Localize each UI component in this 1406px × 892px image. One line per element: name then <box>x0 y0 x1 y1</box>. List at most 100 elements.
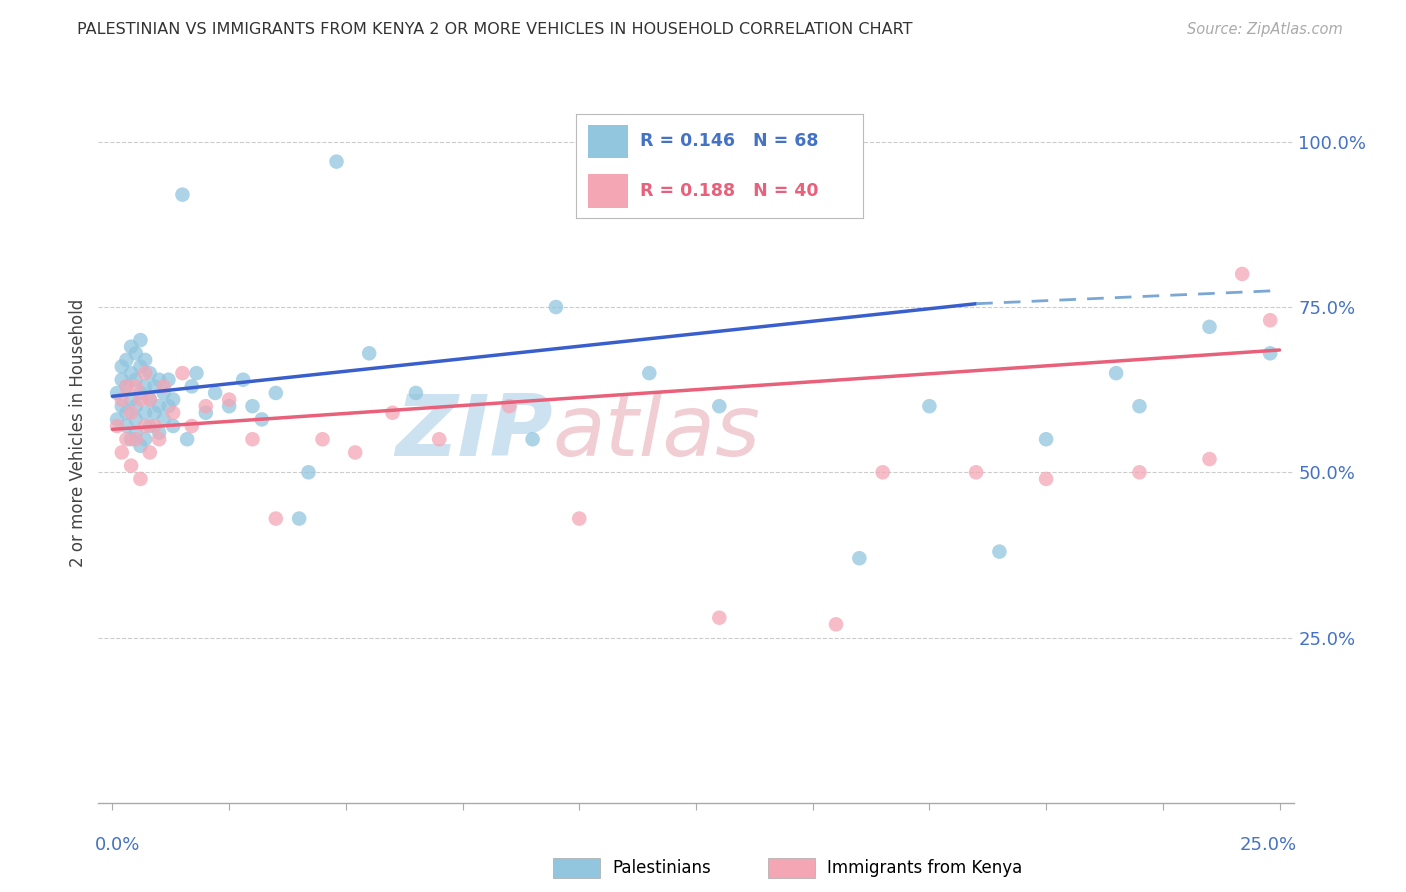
Text: atlas: atlas <box>553 391 761 475</box>
Point <box>143 379 166 393</box>
FancyBboxPatch shape <box>768 857 815 879</box>
Point <box>134 366 156 380</box>
Point <box>1230 267 1253 281</box>
Point <box>157 373 180 387</box>
Text: Source: ZipAtlas.com: Source: ZipAtlas.com <box>1187 22 1343 37</box>
Point <box>232 373 254 387</box>
Point <box>125 373 148 387</box>
Point <box>143 406 166 420</box>
FancyBboxPatch shape <box>553 857 600 879</box>
Point <box>152 412 174 426</box>
Point <box>125 379 148 393</box>
Point <box>204 386 226 401</box>
Point <box>129 359 152 374</box>
Point <box>120 458 142 473</box>
Point <box>848 551 870 566</box>
Text: Palestinians: Palestinians <box>613 859 711 877</box>
Point <box>162 392 184 407</box>
Point <box>152 386 174 401</box>
Point <box>115 419 138 434</box>
Point <box>709 399 731 413</box>
Point <box>120 392 142 407</box>
Point <box>1035 472 1057 486</box>
Point <box>311 432 333 446</box>
Text: 25.0%: 25.0% <box>1240 836 1298 855</box>
Point <box>965 465 987 479</box>
Point <box>115 432 138 446</box>
Point <box>325 154 347 169</box>
Point <box>115 352 138 367</box>
Point <box>172 366 194 380</box>
Point <box>194 399 217 413</box>
Point <box>1035 432 1057 446</box>
Point <box>568 511 591 525</box>
Point <box>297 465 319 479</box>
Point <box>111 373 134 387</box>
Point <box>143 419 166 434</box>
Point <box>162 419 184 434</box>
Point <box>111 445 134 459</box>
Point <box>148 399 170 413</box>
Y-axis label: 2 or more Vehicles in Household: 2 or more Vehicles in Household <box>69 299 87 566</box>
Point <box>218 399 240 413</box>
Point <box>427 432 450 446</box>
Point <box>105 412 128 426</box>
Point <box>125 425 148 440</box>
Point <box>405 386 427 401</box>
Text: 0.0%: 0.0% <box>94 836 141 855</box>
Point <box>139 445 162 459</box>
Point <box>139 419 162 434</box>
Point <box>264 511 287 525</box>
Point <box>129 439 152 453</box>
Text: ZIP: ZIP <box>395 391 553 475</box>
Point <box>134 352 156 367</box>
Text: PALESTINIAN VS IMMIGRANTS FROM KENYA 2 OR MORE VEHICLES IN HOUSEHOLD CORRELATION: PALESTINIAN VS IMMIGRANTS FROM KENYA 2 O… <box>77 22 912 37</box>
Point <box>120 432 142 446</box>
Point <box>709 610 731 624</box>
Point <box>1128 465 1150 479</box>
Point <box>125 346 148 360</box>
Point <box>176 432 198 446</box>
Point <box>264 386 287 401</box>
Point <box>544 300 567 314</box>
Point <box>194 406 217 420</box>
Point <box>1105 366 1128 380</box>
Point <box>105 386 128 401</box>
Point <box>288 511 311 525</box>
Point <box>250 412 273 426</box>
Point <box>152 379 174 393</box>
Point <box>139 392 162 407</box>
Point <box>134 406 156 420</box>
Point <box>125 432 148 446</box>
Point <box>242 432 264 446</box>
Point <box>872 465 894 479</box>
Point <box>148 432 170 446</box>
Point <box>139 392 162 407</box>
Point <box>120 406 142 420</box>
Point <box>115 379 138 393</box>
Text: Immigrants from Kenya: Immigrants from Kenya <box>827 859 1022 877</box>
Point <box>359 346 381 360</box>
Point <box>111 392 134 407</box>
Point <box>522 432 544 446</box>
Point <box>129 386 152 401</box>
Point <box>180 379 202 393</box>
Point <box>162 406 184 420</box>
Point <box>498 399 520 413</box>
Point <box>120 340 142 354</box>
Point <box>125 412 148 426</box>
Point <box>115 379 138 393</box>
Point <box>825 617 848 632</box>
Point <box>134 379 156 393</box>
Point <box>1198 319 1220 334</box>
Point <box>157 399 180 413</box>
Point <box>111 359 134 374</box>
Point <box>381 406 404 420</box>
Point <box>129 472 152 486</box>
Point <box>134 432 156 446</box>
Point <box>111 399 134 413</box>
Point <box>218 392 240 407</box>
Point <box>129 392 152 407</box>
Point <box>344 445 367 459</box>
Point <box>1128 399 1150 413</box>
